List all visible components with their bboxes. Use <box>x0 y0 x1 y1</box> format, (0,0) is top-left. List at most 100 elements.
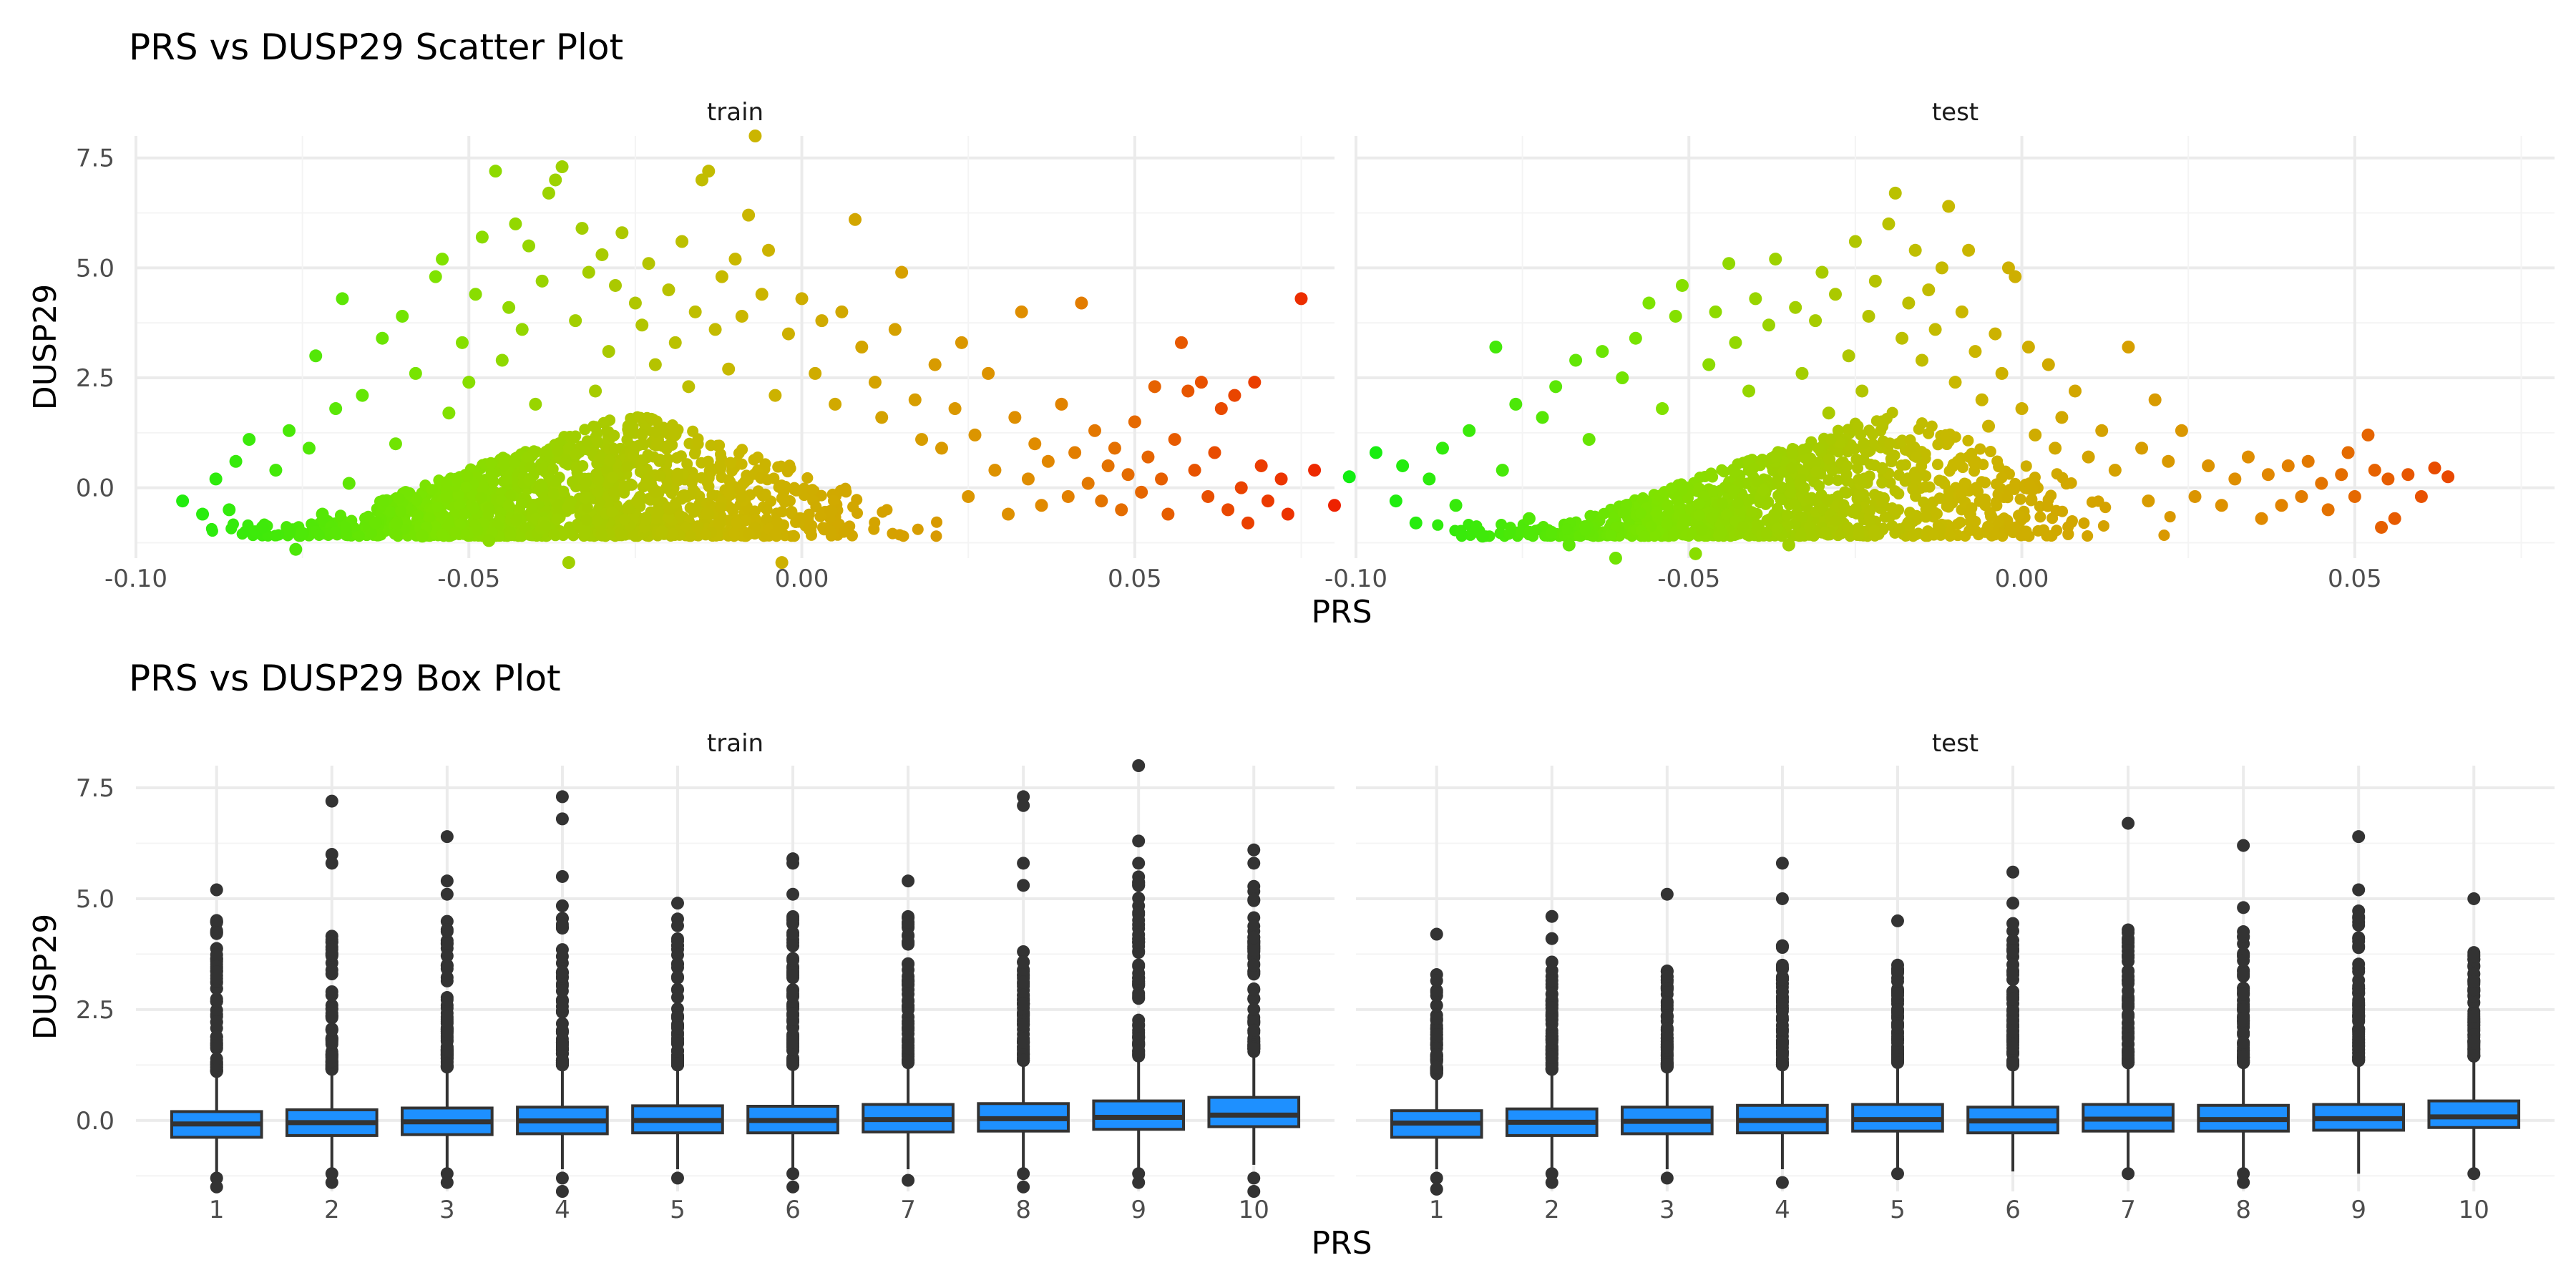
box-outlier <box>1132 1019 1146 1033</box>
scatter-point <box>733 447 745 459</box>
box-outlier <box>902 1174 915 1187</box>
box-outlier <box>2352 993 2366 1007</box>
scatter-point <box>426 484 438 496</box>
scatter-point <box>1775 494 1787 506</box>
scatter-point <box>2361 428 2375 441</box>
box-outlier <box>440 1167 454 1181</box>
box-outlier <box>2237 839 2250 852</box>
box-outlier <box>670 948 684 962</box>
scatter-point <box>968 428 982 441</box>
box-outlier <box>902 957 915 970</box>
scatter-point <box>369 516 382 530</box>
scatter-point <box>640 514 652 526</box>
scatter-point <box>2015 402 2029 416</box>
scatter-point <box>790 484 802 497</box>
scatter-point <box>724 489 736 501</box>
scatter-point <box>1982 520 1994 532</box>
box-outlier <box>1660 1040 1674 1054</box>
scatter-point <box>908 393 922 406</box>
box-outlier <box>2122 1000 2135 1013</box>
scatter-point <box>1848 235 1862 248</box>
x-tick-label: 9 <box>1131 1196 1146 1224</box>
scatter-point <box>1214 402 1228 416</box>
scatter-point <box>411 494 423 506</box>
scatter-point <box>431 501 444 513</box>
scatter-point <box>2142 494 2155 508</box>
scatter-point <box>955 336 968 349</box>
scatter-point <box>615 530 628 542</box>
scatter-point <box>1840 469 1853 481</box>
scatter-point <box>776 492 788 504</box>
scatter-point <box>1678 513 1690 525</box>
box-outlier <box>2237 1050 2250 1063</box>
scatter-point <box>1853 529 1865 541</box>
scatter-point <box>1757 484 1770 497</box>
x-tick-label: -0.10 <box>1324 565 1387 593</box>
scatter-point <box>1991 478 2003 490</box>
scatter-point <box>1055 397 1068 411</box>
scatter-point <box>1208 446 1221 459</box>
scatter-point <box>1886 406 1898 419</box>
scatter-point <box>1546 527 1558 539</box>
scatter-point <box>336 292 349 306</box>
scatter-point <box>1101 459 1115 472</box>
box-outlier <box>555 1054 569 1068</box>
scatter-point <box>1889 504 1901 517</box>
scatter-point <box>776 506 789 518</box>
scatter-point <box>2441 470 2455 484</box>
box-outlier <box>2467 1010 2481 1023</box>
box-outlier <box>325 857 338 870</box>
scatter-point <box>1115 503 1128 517</box>
box-outlier <box>325 794 338 808</box>
box-outlier <box>210 995 223 1008</box>
scatter-point <box>772 461 784 473</box>
scatter-point <box>816 509 828 522</box>
scatter-point <box>1852 490 1864 502</box>
scatter-point <box>1867 429 1879 441</box>
scatter-point <box>510 514 522 527</box>
scatter-point <box>485 467 497 479</box>
scatter-point <box>424 512 436 524</box>
scatter-point <box>1903 516 1915 528</box>
y-tick-label: 2.5 <box>76 364 114 393</box>
box-outlier <box>440 974 454 987</box>
scatter-point <box>365 527 377 540</box>
scatter-point <box>2381 472 2395 486</box>
scatter-point <box>1694 497 1706 509</box>
scatter-point <box>555 160 569 174</box>
box-outlier <box>325 963 338 977</box>
scatter-point <box>702 165 716 178</box>
scatter-point <box>762 243 776 257</box>
box-outlier <box>1132 759 1146 772</box>
x-tick-label: 5 <box>670 1196 686 1224</box>
box-outlier <box>1017 1053 1030 1067</box>
scatter-point <box>692 438 704 450</box>
box-outlier <box>1017 790 1030 804</box>
box-outlier <box>210 972 223 985</box>
scatter-point <box>724 457 736 469</box>
box-outlier <box>1660 1171 1674 1185</box>
scatter-point <box>829 397 842 411</box>
box-outlier <box>1247 879 1261 893</box>
scatter-point <box>1915 353 1928 367</box>
scatter-point <box>1475 530 1489 543</box>
scatter-point <box>1884 437 1896 449</box>
scatter-point <box>1772 522 1784 535</box>
scatter-point <box>1669 309 1682 323</box>
scatter-point <box>1824 453 1836 465</box>
scatter-point <box>737 478 749 490</box>
box-outlier <box>210 1052 223 1065</box>
scatter-point <box>2019 529 2031 541</box>
scatter-point <box>499 453 512 465</box>
box-outlier <box>2122 964 2135 977</box>
scatter-point <box>1989 529 2001 541</box>
scatter-point <box>1803 529 1815 541</box>
scatter-point <box>1896 459 1908 472</box>
scatter-point <box>595 248 609 261</box>
scatter-point <box>2202 459 2215 472</box>
scatter-point <box>1769 253 1782 266</box>
scatter-point <box>1634 507 1646 519</box>
box-outlier <box>786 939 800 952</box>
scatter-point <box>1982 419 1996 433</box>
scatter-point <box>801 472 814 484</box>
